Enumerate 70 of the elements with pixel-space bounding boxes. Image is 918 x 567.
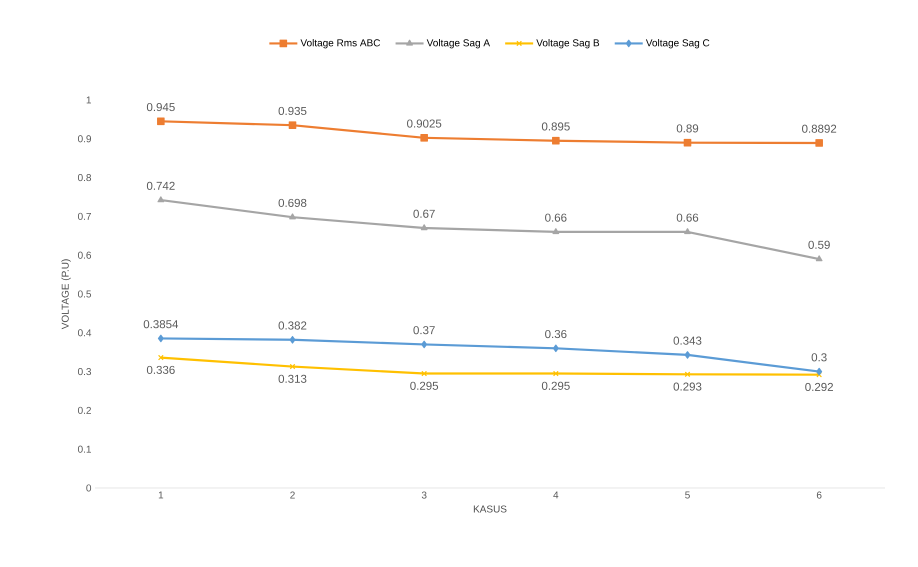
y-tick-label: 0.5 [78,290,92,298]
x-tick-label: 2 [290,492,295,498]
y-tick-label: 0.8 [78,174,92,182]
data-label: 0.292 [805,382,833,392]
data-label: 0.37 [413,326,435,334]
y-tick-label: 0.9 [78,135,92,142]
point [684,228,691,234]
data-label: 0.698 [278,198,306,207]
data-label: 0.66 [676,214,698,222]
data-label: 0.8892 [802,124,836,133]
data-label: 0.36 [545,330,567,338]
x-tick-label: 5 [685,492,690,498]
point [290,364,296,370]
data-label: 0.295 [542,382,570,390]
data-label: 0.66 [545,214,567,222]
data-label: 0.293 [674,382,702,391]
point [552,370,559,376]
data-label: 0.295 [410,382,438,390]
y-tick-label: 0 [86,484,92,492]
point [684,138,692,146]
y-axis-title: VOLTAGE (P.U) [61,259,71,330]
point [157,118,165,126]
x-tick-label: 6 [816,492,822,499]
point [552,136,560,145]
point [816,255,823,262]
point [421,340,428,348]
point [684,371,690,378]
point [290,336,296,344]
point [684,351,691,359]
data-label: 0.59 [808,240,830,249]
y-tick-label: 0.6 [78,252,92,259]
y-tick-label: 0.7 [78,212,91,220]
data-label: 0.935 [278,106,306,116]
data-label: 0.945 [146,102,175,112]
point [289,213,296,220]
point [157,196,164,202]
data-label: 0.336 [146,366,175,374]
legend-label: Voltage Sag C [646,39,710,48]
y-tick-label: 0.3 [78,368,92,376]
data-label: 0.742 [146,182,175,190]
x-tick-label: 3 [422,492,427,499]
point [816,368,822,376]
point [420,224,428,230]
point [421,370,428,376]
point [288,121,296,130]
legend-label: Voltage Sag B [536,39,600,48]
x-tick-label: 4 [553,492,558,498]
point [420,134,428,142]
point [815,139,823,147]
legend-label: Voltage Sag A [426,39,490,48]
data-label: 0.3 [812,353,827,362]
x-axis-title: KASUS [474,505,506,513]
data-label: 0.3854 [144,320,178,328]
point [552,344,559,352]
data-label: 0.382 [278,321,306,330]
y-tick-label: 0.2 [78,406,91,414]
point [158,334,164,342]
data-label: 0.9025 [407,119,442,128]
data-label: 0.89 [676,124,698,132]
y-tick-label: 1 [86,96,91,104]
data-label: 0.343 [674,336,702,345]
data-label: 0.313 [278,374,306,383]
data-label: 0.67 [413,210,435,218]
y-tick-label: 0.4 [78,329,92,336]
y-tick-label: 0.1 [78,446,91,453]
point [552,228,560,234]
legend-label: Voltage Rms ABC [300,39,380,48]
x-tick-label: 1 [158,492,164,498]
data-label: 0.895 [542,122,570,131]
point [158,354,164,360]
